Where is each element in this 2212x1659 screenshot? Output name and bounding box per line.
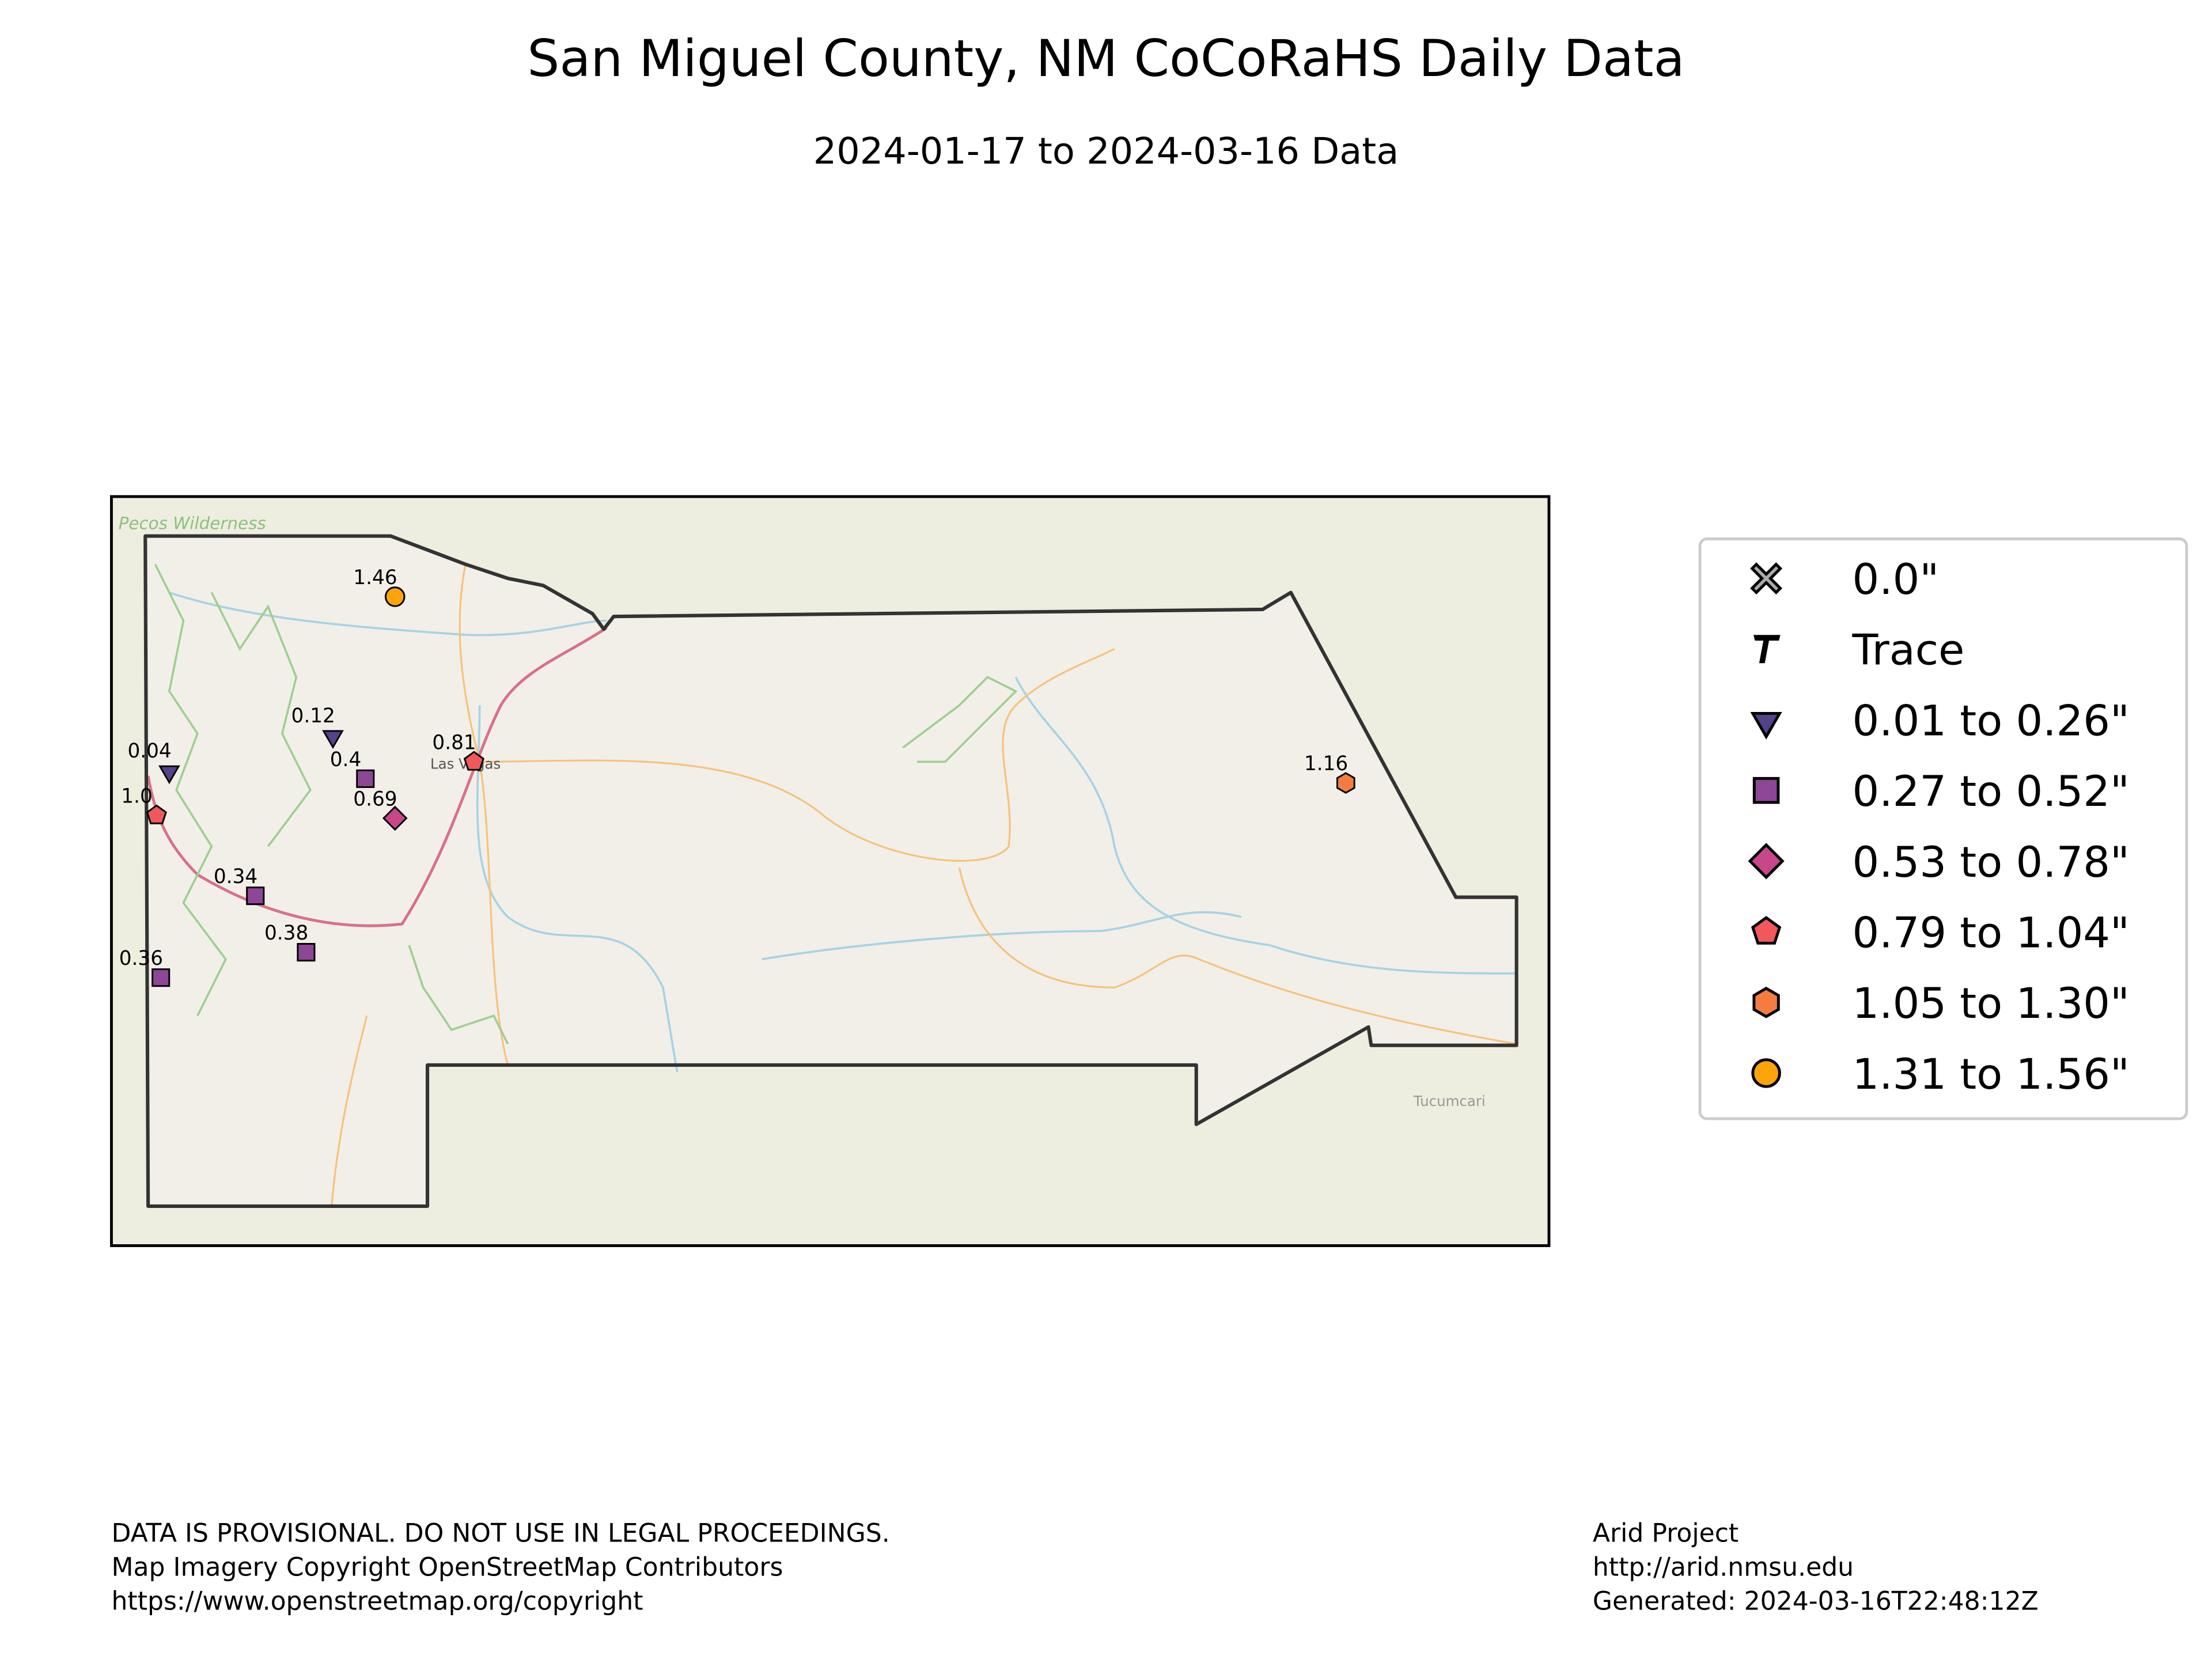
county-outline <box>143 534 1518 1208</box>
footer-left: DATA IS PROVISIONAL. DO NOT USE IN LEGAL… <box>111 1519 889 1548</box>
footer-left: https://www.openstreetmap.org/copyright <box>111 1586 643 1616</box>
station-label: 1.16 <box>1304 752 1348 775</box>
map-label: Tucumcari <box>1413 1093 1486 1109</box>
footer-left: Map Imagery Copyright OpenStreetMap Cont… <box>111 1553 783 1582</box>
roads <box>330 564 1517 1207</box>
marker-hexagon <box>1752 986 1780 1018</box>
marker-diamond <box>1748 843 1785 880</box>
marker-pentagon <box>463 751 484 771</box>
legend-box <box>1698 537 2188 1120</box>
marker-triangle <box>1750 712 1782 740</box>
forest <box>154 563 1018 1045</box>
legend-label: 1.31 to 1.56" <box>1853 1050 2130 1099</box>
highway <box>146 626 608 927</box>
marker-triangle <box>158 765 180 785</box>
subtitle: 2024-01-17 to 2024-03-16 Data <box>813 130 1399 173</box>
legend-label: Trace <box>1852 626 1965 675</box>
marker-circle <box>384 586 406 607</box>
footer-right: http://arid.nmsu.edu <box>1593 1553 1854 1582</box>
marker-hexagon <box>1336 772 1355 794</box>
marker-square <box>297 943 316 962</box>
map-frame <box>110 495 1551 1247</box>
station-label: 0.81 <box>432 731 476 754</box>
legend-label: 0.79 to 1.04" <box>1853 908 2130 957</box>
marker-triangle <box>322 730 344 749</box>
marker-zero <box>1750 562 1783 595</box>
station-label: 0.34 <box>214 865 257 888</box>
county-fill <box>145 536 1517 1206</box>
marker-square <box>246 887 265 906</box>
stations: 1.46 0.12 0.04 0.4 0.81 0.69 1.0 0.34 0.38 0.36 1.… <box>119 566 1355 987</box>
legend-label: 0.27 to 0.52" <box>1853 767 2130 816</box>
station-label: 0.4 <box>330 748 362 771</box>
legend-label: 1.05 to 1.30" <box>1853 979 2130 1028</box>
legend: 0.0" Trace 0.01 to 0.26" 0.27 to 0.52" 0.53 … <box>1698 537 2188 1120</box>
footer-right: Generated: 2024-03-16T22:48:12Z <box>1593 1586 2039 1616</box>
station-label: 1.46 <box>353 566 397 589</box>
marker-diamond <box>382 805 408 831</box>
marker-square <box>356 769 375 788</box>
marker-circle <box>1751 1058 1781 1088</box>
title: San Miguel County, NM CoCoRaHS Daily Dat… <box>527 29 1684 88</box>
footer: DATA IS PROVISIONAL. DO NOT USE IN LEGAL… <box>111 1519 2038 1616</box>
map: Pecos Wilderness Las Vegas Tucumcari 1.4… <box>110 495 1551 1247</box>
station-label: 1.0 <box>121 785 153 808</box>
station-label: 0.69 <box>353 787 397 810</box>
legend-label: 0.01 to 0.26" <box>1853 696 2130 745</box>
marker-square <box>151 968 171 987</box>
marker-pentagon <box>1751 916 1782 945</box>
map-label: Pecos Wilderness <box>119 513 266 533</box>
marker-pentagon <box>146 804 167 824</box>
station-label: 0.12 <box>291 704 335 728</box>
marker-trace <box>1753 635 1781 664</box>
station-label: 0.04 <box>127 740 171 763</box>
station-label: 0.36 <box>119 947 163 970</box>
footer-right: Arid Project <box>1593 1519 1738 1548</box>
station-label: 0.38 <box>264 922 308 945</box>
marker-square <box>1752 777 1780 804</box>
rivers <box>169 591 1517 1073</box>
legend-label: 0.53 to 0.78" <box>1853 838 2130 887</box>
legend-label: 0.0" <box>1853 555 1940 604</box>
